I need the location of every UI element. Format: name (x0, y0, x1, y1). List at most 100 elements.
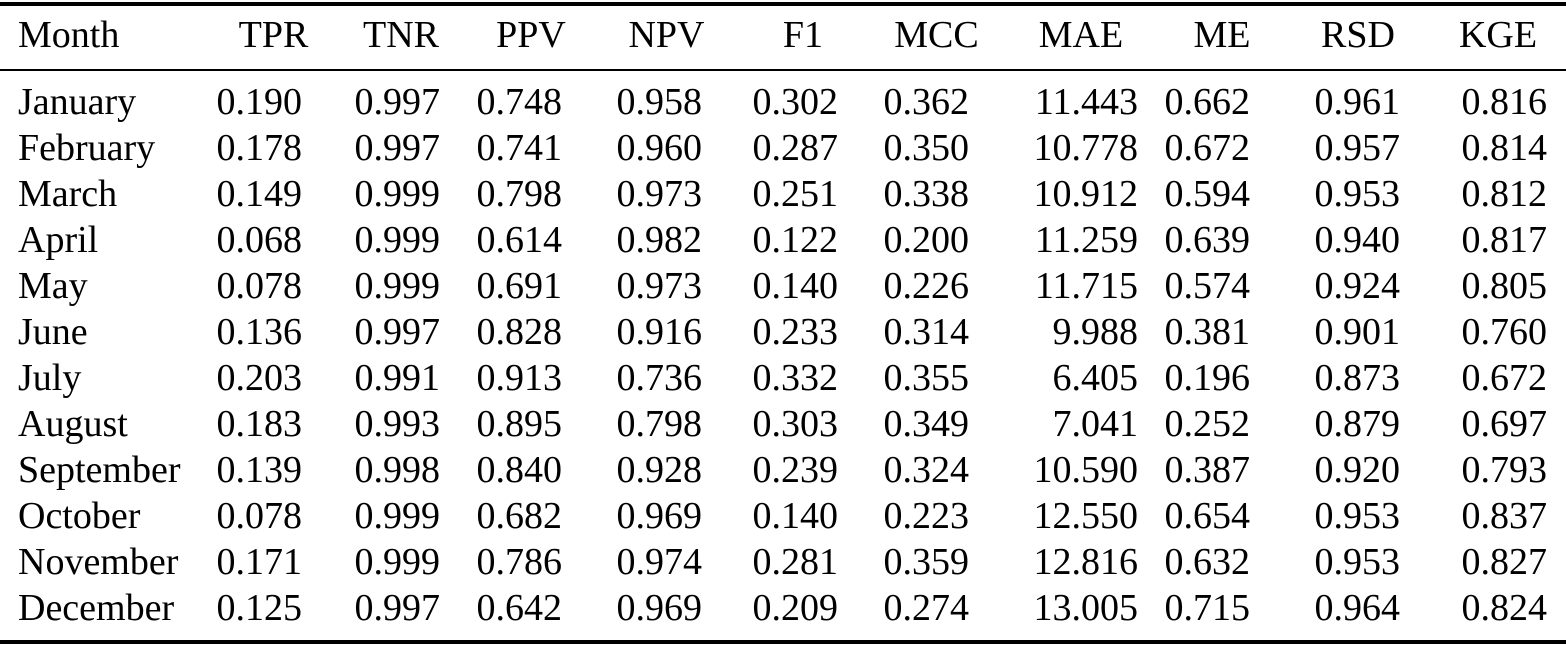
value-cell: 0.642 (476, 587, 563, 629)
value-cell: 0.827 (1461, 541, 1548, 583)
value-cell: 0.387 (1164, 449, 1251, 491)
column-header-ppv: PPV (466, 4, 596, 71)
value-cell: 0.741 (476, 127, 563, 169)
value-cell: 0.736 (616, 357, 703, 399)
value-cell: 0.302 (752, 81, 839, 123)
table-row: December 0.125 0.997 0.642 0.969 0.209 0.274 13… (0, 585, 1566, 642)
value-cell: 0.793 (1461, 449, 1548, 491)
value-cell: 0.969 (616, 587, 703, 629)
value-cell: 0.672 (1461, 357, 1548, 399)
value-cell: 0.798 (616, 403, 703, 445)
value-cell: 0.324 (883, 449, 970, 491)
value-cell: 0.928 (616, 449, 703, 491)
value-cell: 0.196 (1164, 357, 1251, 399)
value-cell: 0.973 (616, 265, 703, 307)
value-cell: 0.760 (1461, 311, 1548, 353)
column-header-tpr: TPR (211, 4, 336, 71)
value-cell: 0.999 (354, 265, 441, 307)
value-cell: 0.359 (883, 541, 970, 583)
value-cell: 10.590 (1033, 449, 1139, 491)
value-cell: 0.953 (1314, 541, 1401, 583)
value-cell: 0.078 (216, 265, 303, 307)
column-header-f1: F1 (737, 4, 869, 71)
value-cell: 0.139 (216, 449, 303, 491)
value-cell: 0.362 (883, 81, 970, 123)
value-cell: 0.662 (1164, 81, 1251, 123)
value-cell: 0.233 (752, 311, 839, 353)
value-cell: 0.654 (1164, 495, 1251, 537)
value-cell: 0.999 (354, 173, 441, 215)
value-cell: 0.136 (216, 311, 303, 353)
value-cell: 0.982 (616, 219, 703, 261)
value-cell: 0.814 (1461, 127, 1548, 169)
value-cell: 0.969 (616, 495, 703, 537)
value-cell: 6.405 (1052, 357, 1139, 399)
value-cell: 0.913 (476, 357, 563, 399)
value-cell: 0.203 (216, 357, 303, 399)
table-row: June 0.136 0.997 0.828 0.916 0.233 0.314 9.988 0… (0, 309, 1566, 355)
value-cell: 11.259 (1034, 219, 1138, 261)
value-cell: 0.078 (216, 495, 303, 537)
value-cell: 0.303 (752, 403, 839, 445)
month-cell: December (18, 587, 175, 629)
value-cell: 0.953 (1314, 173, 1401, 215)
table-body: January 0.190 0.997 0.748 0.958 0.302 0.362 11.… (0, 70, 1566, 642)
value-cell: 0.817 (1461, 219, 1548, 261)
value-cell: 0.190 (216, 81, 303, 123)
value-cell: 0.140 (752, 495, 839, 537)
value-cell: 0.574 (1164, 265, 1251, 307)
value-cell: 0.961 (1314, 81, 1401, 123)
table-row: August 0.183 0.993 0.895 0.798 0.303 0.349 7.04… (0, 401, 1566, 447)
value-cell: 9.988 (1052, 311, 1139, 353)
value-cell: 0.209 (752, 587, 839, 629)
value-cell: 0.998 (354, 449, 441, 491)
column-header-month: Month (0, 4, 211, 71)
value-cell: 0.223 (883, 495, 970, 537)
value-cell: 0.748 (476, 81, 563, 123)
column-header-tnr: TNR (336, 4, 466, 71)
value-cell: 0.997 (354, 587, 441, 629)
table-row: July 0.203 0.991 0.913 0.736 0.332 0.355 6.405 0… (0, 355, 1566, 401)
month-cell: May (18, 265, 88, 307)
value-cell: 0.355 (883, 357, 970, 399)
value-cell: 0.594 (1164, 173, 1251, 215)
month-cell: January (18, 81, 137, 123)
table-row: March 0.149 0.999 0.798 0.973 0.251 0.338 10.91… (0, 171, 1566, 217)
value-cell: 0.924 (1314, 265, 1401, 307)
value-cell: 0.338 (883, 173, 970, 215)
value-cell: 10.778 (1033, 127, 1139, 169)
value-cell: 0.183 (216, 403, 303, 445)
value-cell: 0.200 (883, 219, 970, 261)
value-cell: 0.314 (883, 311, 970, 353)
value-cell: 0.957 (1314, 127, 1401, 169)
value-cell: 0.895 (476, 403, 563, 445)
table-row: September 0.139 0.998 0.840 0.928 0.239 0.324 1… (0, 447, 1566, 493)
value-cell: 0.953 (1314, 495, 1401, 537)
value-cell: 0.715 (1164, 587, 1251, 629)
value-cell: 0.997 (354, 81, 441, 123)
value-cell: 0.805 (1461, 265, 1548, 307)
value-cell: 0.991 (354, 357, 441, 399)
value-cell: 0.140 (752, 265, 839, 307)
value-cell: 0.960 (616, 127, 703, 169)
value-cell: 0.798 (476, 173, 563, 215)
value-cell: 0.614 (476, 219, 563, 261)
table-row: January 0.190 0.997 0.748 0.958 0.302 0.362 11.… (0, 70, 1566, 125)
value-cell: 0.125 (216, 587, 303, 629)
value-cell: 0.252 (1164, 403, 1251, 445)
value-cell: 0.916 (616, 311, 703, 353)
column-header-rsd: RSD (1286, 4, 1430, 71)
value-cell: 12.816 (1033, 541, 1139, 583)
month-cell: February (18, 127, 156, 169)
value-cell: 10.912 (1033, 173, 1139, 215)
value-cell: 0.901 (1314, 311, 1401, 353)
table-row: May 0.078 0.999 0.691 0.973 0.140 0.226 11.715 0… (0, 263, 1566, 309)
value-cell: 0.350 (883, 127, 970, 169)
column-header-mcc: MCC (869, 4, 1004, 71)
table-row: April 0.068 0.999 0.614 0.982 0.122 0.200 11.25… (0, 217, 1566, 263)
month-cell: April (18, 219, 99, 261)
table-row: October 0.078 0.999 0.682 0.969 0.140 0.223 12.… (0, 493, 1566, 539)
value-cell: 0.993 (354, 403, 441, 445)
value-cell: 0.974 (616, 541, 703, 583)
